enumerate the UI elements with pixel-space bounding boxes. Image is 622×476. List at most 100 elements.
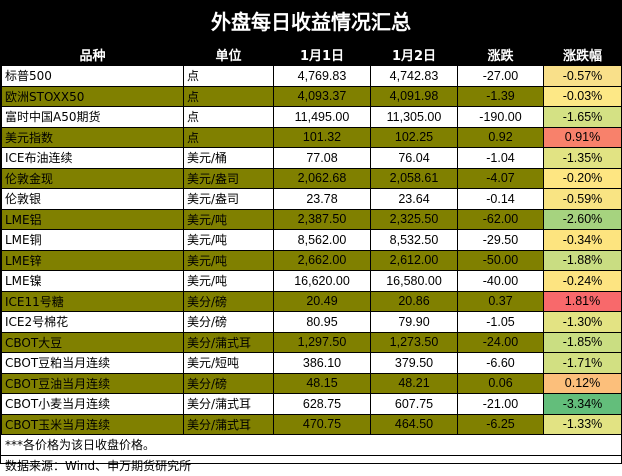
table-row: CBOT玉米当月连续 美分/蒲式耳 470.75 464.50 -6.25 -1.33% bbox=[1, 413, 622, 435]
table-row: LME镍 美元/吨 16,620.00 16,580.00 -40.00 -0.24% bbox=[1, 270, 622, 292]
cell-unit: 美元/吨 bbox=[183, 249, 274, 271]
cell-unit: 点 bbox=[183, 106, 274, 128]
cell-name: CBOT玉米当月连续 bbox=[1, 413, 184, 435]
header-unit: 单位 bbox=[183, 43, 274, 66]
table-row: 美元指数点 101.32 102.25 0.92 0.91% bbox=[1, 126, 622, 148]
cell-pct-change: 0.91% bbox=[543, 126, 622, 148]
cell-unit: 美元/短吨 bbox=[183, 352, 274, 374]
cell-pct-change: -3.34% bbox=[543, 393, 622, 415]
cell-pct-change: -0.34% bbox=[543, 229, 622, 251]
cell-date2: 464.50 bbox=[370, 413, 458, 435]
footnote: ***各价格为该日收盘价格。 bbox=[1, 435, 621, 456]
cell-pct-change: -1.88% bbox=[543, 249, 622, 271]
cell-pct-change: -1.71% bbox=[543, 352, 622, 374]
cell-date1: 8,562.00 bbox=[273, 229, 371, 251]
cell-change: -40.00 bbox=[457, 270, 544, 292]
table-row: CBOT豆油当月连续 美分/磅 48.15 48.21 0.06 0.12% bbox=[1, 372, 622, 394]
cell-pct-change: -1.30% bbox=[543, 311, 622, 333]
cell-date2: 8,532.50 bbox=[370, 229, 458, 251]
cell-change: -6.60 bbox=[457, 352, 544, 374]
cell-date2: 2,058.61 bbox=[370, 167, 458, 189]
cell-change: -1.04 bbox=[457, 147, 544, 169]
cell-pct-change: 1.81% bbox=[543, 290, 622, 312]
cell-name: ICE布油连续 bbox=[1, 147, 184, 169]
cell-change: 0.92 bbox=[457, 126, 544, 148]
table-row: CBOT大豆 美分/蒲式耳 1,297.50 1,273.50 -24.00 -1.85% bbox=[1, 331, 622, 353]
cell-unit: 美分/蒲式耳 bbox=[183, 413, 274, 435]
table-row: CBOT小麦当月连续 美分/蒲式耳 628.75 607.75 -21.00 -3.34% bbox=[1, 393, 622, 415]
table-row: 标普500 点 4,769.83 4,742.83 -27.00 -0.57% bbox=[1, 65, 622, 87]
cell-unit: 美元/吨 bbox=[183, 229, 274, 251]
cell-change: -29.50 bbox=[457, 229, 544, 251]
table-row: ICE2号棉花 美分/磅 80.95 79.90 -1.05 -1.30% bbox=[1, 311, 622, 333]
header-date1: 1月1日 bbox=[273, 43, 371, 66]
header-pct-change: 涨跌幅 bbox=[543, 43, 622, 66]
cell-pct-change: -1.65% bbox=[543, 106, 622, 128]
cell-date2: 48.21 bbox=[370, 372, 458, 394]
cell-date2: 79.90 bbox=[370, 311, 458, 333]
table-row: 伦敦银 美元/盎司 23.78 23.64 -0.14 -0.59% bbox=[1, 188, 622, 210]
cell-name: ICE2号棉花 bbox=[1, 311, 184, 333]
cell-pct-change: -0.03% bbox=[543, 85, 622, 107]
header-row: 品种 单位 1月1日 1月2日 涨跌 涨跌幅 bbox=[1, 43, 622, 66]
cell-unit: 点 bbox=[183, 65, 274, 87]
cell-date2: 2,612.00 bbox=[370, 249, 458, 271]
cell-unit: 点 bbox=[183, 126, 274, 148]
cell-unit: 美元/吨 bbox=[183, 208, 274, 230]
cell-pct-change: -0.57% bbox=[543, 65, 622, 87]
table-row: ICE布油连续 美元/桶 77.08 76.04 -1.04 -1.35% bbox=[1, 147, 622, 169]
cell-date1: 2,662.00 bbox=[273, 249, 371, 271]
cell-date2: 23.64 bbox=[370, 188, 458, 210]
cell-pct-change: -2.60% bbox=[543, 208, 622, 230]
cell-date1: 80.95 bbox=[273, 311, 371, 333]
header-change: 涨跌 bbox=[457, 43, 544, 66]
cell-pct-change: -0.24% bbox=[543, 270, 622, 292]
cell-unit: 美分/蒲式耳 bbox=[183, 331, 274, 353]
table-row: 富时中国A50期货点 11,495.00 11,305.00 -190.00 -1.65… bbox=[1, 106, 622, 128]
cell-unit: 美元/盎司 bbox=[183, 167, 274, 189]
cell-date1: 48.15 bbox=[273, 372, 371, 394]
cell-pct-change: -0.20% bbox=[543, 167, 622, 189]
cell-unit: 美元/桶 bbox=[183, 147, 274, 169]
table-body: 标普500 点 4,769.83 4,742.83 -27.00 -0.57% 欧洲STOX… bbox=[1, 65, 622, 435]
cell-change: -4.07 bbox=[457, 167, 544, 189]
cell-change: -27.00 bbox=[457, 65, 544, 87]
cell-date1: 101.32 bbox=[273, 126, 371, 148]
cell-change: -190.00 bbox=[457, 106, 544, 128]
cell-date2: 4,742.83 bbox=[370, 65, 458, 87]
cell-name: CBOT大豆 bbox=[1, 331, 184, 353]
cell-change: 0.37 bbox=[457, 290, 544, 312]
cell-date1: 1,297.50 bbox=[273, 331, 371, 353]
cell-unit: 美分/磅 bbox=[183, 290, 274, 312]
cell-name: CBOT豆粕当月连续 bbox=[1, 352, 184, 374]
table-row: 伦敦金现 美元/盎司 2,062.68 2,058.61 -4.07 -0.20% bbox=[1, 167, 622, 189]
cell-date2: 1,273.50 bbox=[370, 331, 458, 353]
cell-date1: 470.75 bbox=[273, 413, 371, 435]
table-row: 欧洲STOXX50 点 4,093.37 4,091.98 -1.39 -0.03% bbox=[1, 85, 622, 107]
cell-pct-change: -0.59% bbox=[543, 188, 622, 210]
price-table: 品种 单位 1月1日 1月2日 涨跌 涨跌幅 标普500 点 4,769.83 4,7… bbox=[1, 43, 622, 435]
table-row: CBOT豆粕当月连续 美元/短吨 386.10 379.50 -6.60 -1.71% bbox=[1, 352, 622, 374]
cell-date1: 4,769.83 bbox=[273, 65, 371, 87]
cell-name: LME铝 bbox=[1, 208, 184, 230]
cell-pct-change: -1.85% bbox=[543, 331, 622, 353]
cell-change: -1.39 bbox=[457, 85, 544, 107]
cell-change: -21.00 bbox=[457, 393, 544, 415]
cell-date1: 23.78 bbox=[273, 188, 371, 210]
cell-name: LME铜 bbox=[1, 229, 184, 251]
cell-name: 伦敦银 bbox=[1, 188, 184, 210]
cell-change: -62.00 bbox=[457, 208, 544, 230]
cell-change: -1.05 bbox=[457, 311, 544, 333]
cell-unit: 美元/吨 bbox=[183, 270, 274, 292]
cell-name: LME镍 bbox=[1, 270, 184, 292]
table-row: ICE11号糖 美分/磅 20.49 20.86 0.37 1.81% bbox=[1, 290, 622, 312]
cell-date2: 11,305.00 bbox=[370, 106, 458, 128]
cell-date2: 16,580.00 bbox=[370, 270, 458, 292]
cell-date2: 20.86 bbox=[370, 290, 458, 312]
header-date2: 1月2日 bbox=[370, 43, 458, 66]
cell-date1: 77.08 bbox=[273, 147, 371, 169]
cell-name: 欧洲STOXX50 bbox=[1, 85, 184, 107]
cell-change: -6.25 bbox=[457, 413, 544, 435]
cell-unit: 美分/磅 bbox=[183, 372, 274, 394]
